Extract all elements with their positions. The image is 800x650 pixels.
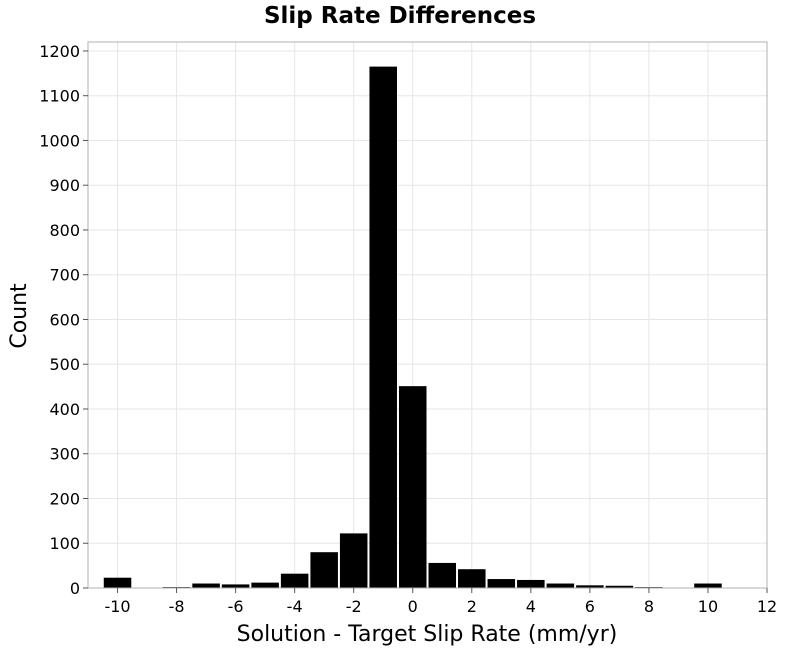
x-tick-label: -2 xyxy=(346,597,362,616)
bars-layer xyxy=(103,66,722,589)
x-tick-label: 6 xyxy=(585,597,595,616)
x-tick-label: -10 xyxy=(104,597,130,616)
x-tick-label: -8 xyxy=(169,597,185,616)
y-tick-label: 1200 xyxy=(39,42,80,61)
y-tick-label: 0 xyxy=(70,579,80,598)
histogram-bar xyxy=(103,577,132,588)
histogram-bar xyxy=(694,583,722,588)
x-tick-label: 2 xyxy=(467,597,477,616)
y-tick-label: 700 xyxy=(49,266,80,285)
x-tick-label: -4 xyxy=(287,597,303,616)
histogram-bar xyxy=(221,584,250,588)
y-tick-label: 100 xyxy=(49,534,80,553)
y-tick-label: 200 xyxy=(49,489,80,508)
grid-layer xyxy=(88,42,768,589)
histogram-bar xyxy=(546,583,575,588)
histogram-bar xyxy=(369,66,397,589)
x-axis-label: Solution - Target Slip Rate (mm/yr) xyxy=(237,622,618,647)
x-tick-label: 8 xyxy=(644,597,654,616)
x-tick-label: -6 xyxy=(228,597,244,616)
histogram-bar xyxy=(192,583,220,588)
histogram-bar xyxy=(339,533,368,588)
histogram-bar xyxy=(605,585,634,588)
x-tick-label: 12 xyxy=(757,597,777,616)
y-tick-label: 600 xyxy=(49,310,80,329)
y-tick-label: 800 xyxy=(49,221,80,240)
histogram-bar xyxy=(398,386,427,588)
y-tick-label: 900 xyxy=(49,176,80,195)
x-tick-label: 10 xyxy=(698,597,718,616)
y-axis-label: Count xyxy=(7,283,32,349)
chart-title: Slip Rate Differences xyxy=(264,3,536,29)
plot-frame xyxy=(87,41,768,589)
y-tick-label: 1100 xyxy=(39,87,80,106)
histogram-bar xyxy=(487,579,516,588)
histogram-bar xyxy=(428,562,457,588)
histogram-bar xyxy=(310,552,338,588)
histogram-bar xyxy=(576,585,604,588)
histogram-bar xyxy=(280,573,309,588)
y-tick-label: 500 xyxy=(49,355,80,374)
histogram-bar xyxy=(517,579,545,588)
x-tick-label: 0 xyxy=(408,597,418,616)
y-tick-label: 400 xyxy=(49,400,80,419)
histogram-bar xyxy=(251,582,279,588)
ticks-layer: -10 -8 -6 -4 -2 0 2 4 6 8 10 12 0 100 200 300 400 500 600 7… xyxy=(39,42,777,616)
histogram-bar xyxy=(458,569,486,588)
x-tick-label: 4 xyxy=(526,597,536,616)
y-tick-label: 300 xyxy=(49,445,80,464)
y-tick-label: 1000 xyxy=(39,131,80,150)
